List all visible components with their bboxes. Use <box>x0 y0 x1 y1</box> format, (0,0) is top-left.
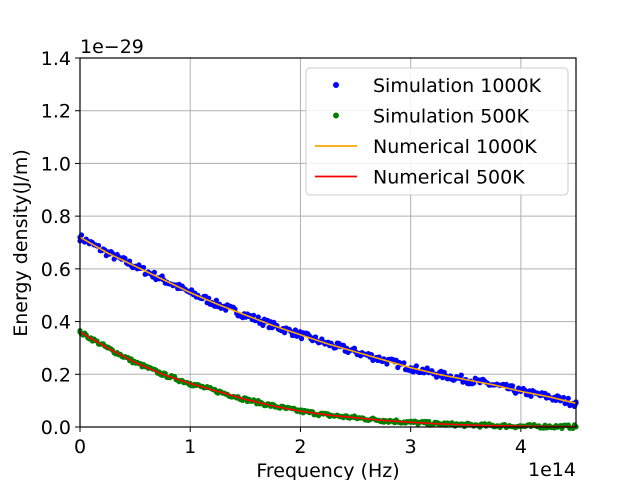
series-simulation-1000k <box>77 232 579 409</box>
data-point <box>122 255 128 261</box>
legend-entry: Numerical 1000K <box>315 136 537 158</box>
y-tick-label: 0.6 <box>41 259 71 281</box>
x-tick-label: 3 <box>405 436 417 458</box>
y-tick-label: 0.0 <box>41 417 71 439</box>
plot-frame <box>79 57 577 428</box>
data-point <box>260 322 266 328</box>
y-axis-label: Energy density(J/m) <box>10 149 32 337</box>
data-point <box>251 312 257 318</box>
y-offset-label: 1e−29 <box>80 36 144 58</box>
y-tick-label: 1.0 <box>41 153 71 175</box>
legend-entry: Simulation 500K <box>333 106 530 128</box>
legend-box <box>305 67 569 196</box>
y-tick-label: 1.4 <box>41 48 71 70</box>
legend-label: Simulation 500K <box>373 106 530 128</box>
data-point <box>458 372 464 378</box>
data-point <box>151 269 157 275</box>
series-line <box>79 331 577 428</box>
data-point <box>384 361 390 367</box>
data-point <box>503 381 509 387</box>
legend: Simulation 1000K Simulation 500K Numerical… <box>305 67 569 196</box>
legend-entry: Simulation 1000K <box>333 75 542 97</box>
legend-label: Numerical 500K <box>373 167 525 189</box>
data-point <box>313 334 319 340</box>
legend-marker <box>333 112 339 119</box>
legend-label: Numerical 1000K <box>373 136 537 158</box>
legend-label: Simulation 1000K <box>373 75 542 97</box>
x-tick-label: 4 <box>515 436 527 458</box>
axis-ticks: 0 1 2 3 4 0.0 0.2 0.4 0.6 0.8 1.0 1.2 1.4 <box>41 48 527 458</box>
x-offset-label: 1e14 <box>528 459 576 480</box>
data-point <box>401 360 407 366</box>
series-line <box>79 236 577 405</box>
y-tick-label: 0.8 <box>41 206 71 228</box>
data-point <box>395 364 401 371</box>
x-tick-label: 0 <box>74 436 86 458</box>
y-tick-label: 1.2 <box>41 101 71 123</box>
data-point <box>213 297 219 303</box>
legend-entry: Numerical 500K <box>315 167 525 189</box>
legend-marker <box>333 82 339 88</box>
x-tick-label: 2 <box>294 436 306 458</box>
data-point <box>410 369 416 375</box>
x-axis-label: Frequency (Hz) <box>256 460 399 480</box>
y-tick-label: 0.4 <box>41 312 71 334</box>
x-tick-label: 1 <box>184 436 196 458</box>
data-point <box>565 395 571 401</box>
plot-area <box>77 232 579 431</box>
data-point <box>509 383 516 389</box>
data-point <box>528 393 534 399</box>
y-tick-label: 0.2 <box>41 364 71 386</box>
data-point <box>561 394 567 401</box>
data-point <box>255 314 261 320</box>
data-point <box>413 363 419 369</box>
data-point <box>282 330 288 336</box>
series-numerical-500k <box>79 331 577 428</box>
series-numerical-1000k <box>79 236 577 405</box>
